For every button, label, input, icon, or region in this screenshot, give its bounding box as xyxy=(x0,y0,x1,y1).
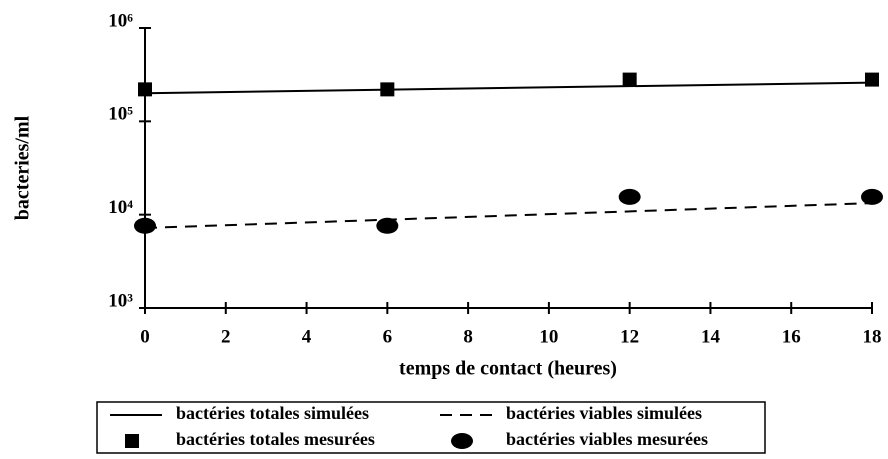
y-tick-label: 10³ xyxy=(108,290,133,311)
square-marker xyxy=(380,82,395,97)
y-tick-label: 10⁶ xyxy=(108,10,133,31)
circle-marker xyxy=(618,188,641,205)
x-tick-label: 4 xyxy=(302,326,312,347)
x-tick-label: 18 xyxy=(863,326,882,347)
x-tick-label: 6 xyxy=(383,326,393,347)
x-tick-label: 12 xyxy=(620,326,639,347)
circle-marker xyxy=(376,217,399,234)
circle-marker xyxy=(451,433,473,449)
x-axis-label: temps de contact (heures) xyxy=(399,358,617,380)
x-tick-label: 14 xyxy=(701,326,721,347)
legend-label: bactéries totales simulées xyxy=(176,403,369,423)
legend-label: bactéries totales mesurées xyxy=(176,429,375,449)
legend-label: bactéries viables mesurées xyxy=(506,429,708,449)
legend-label: bactéries viables simulées xyxy=(506,403,702,423)
x-tick-label: 0 xyxy=(140,326,150,347)
x-tick-label: 8 xyxy=(463,326,473,347)
y-tick-label: 10⁴ xyxy=(108,197,133,218)
series-line xyxy=(144,81,873,95)
circle-marker xyxy=(134,217,156,234)
y-axis-label: bacteries/ml xyxy=(12,115,34,220)
legend-box xyxy=(96,401,766,454)
y-tick-label: 10⁵ xyxy=(108,104,133,125)
circle-marker xyxy=(861,188,883,205)
x-tick-label: 16 xyxy=(782,326,801,347)
series-line xyxy=(144,202,873,229)
square-marker xyxy=(622,72,637,87)
x-tick-label: 10 xyxy=(539,326,558,347)
x-tick-label: 2 xyxy=(221,326,231,347)
square-marker xyxy=(125,434,139,448)
square-marker xyxy=(138,82,152,97)
square-marker xyxy=(865,72,879,87)
